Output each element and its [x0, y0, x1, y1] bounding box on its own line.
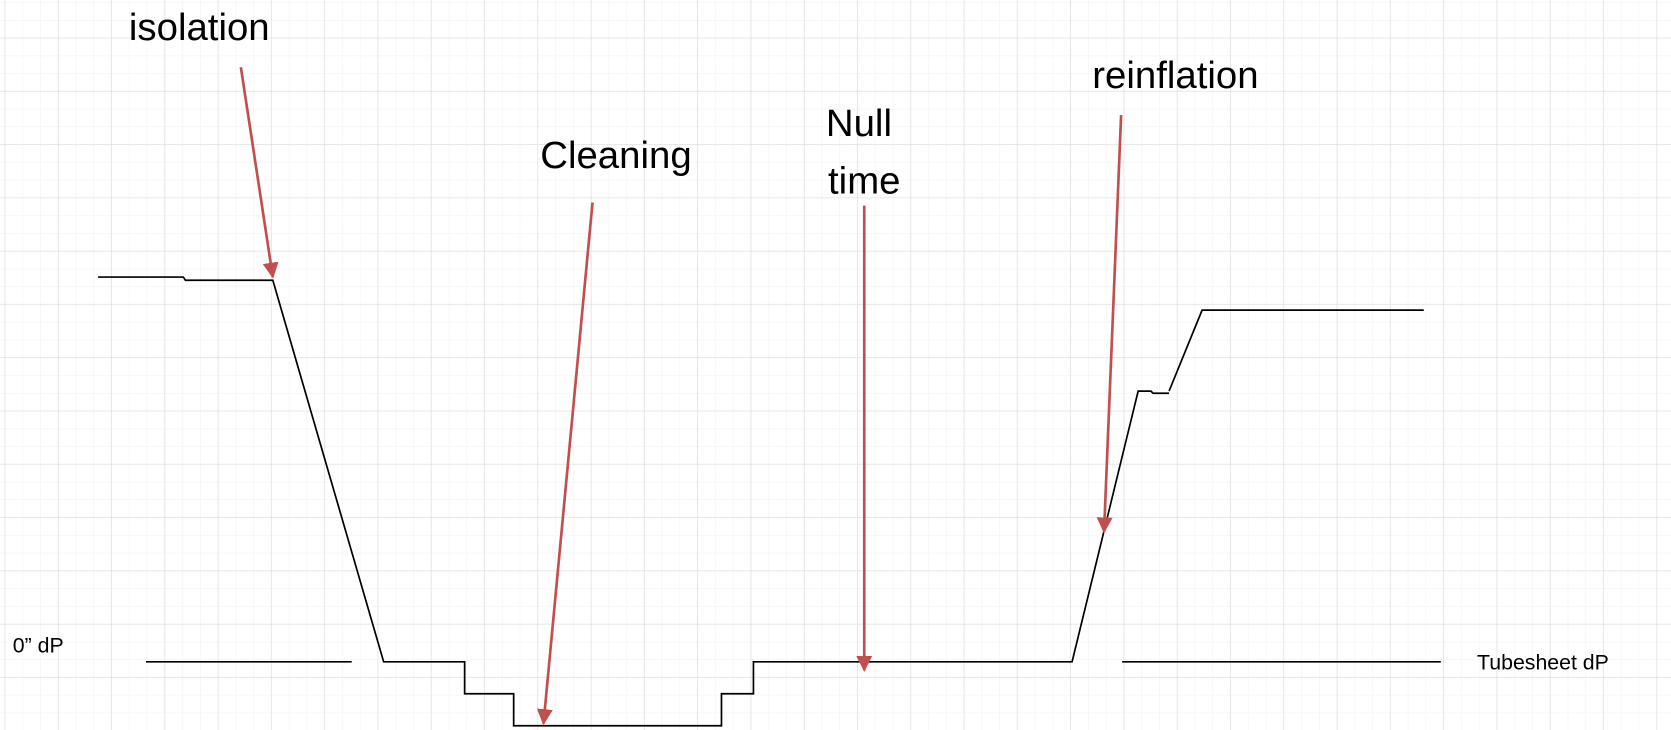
pressure-trace — [98, 276, 1170, 727]
arrow — [536, 202, 594, 726]
label: time — [828, 159, 900, 202]
label: Null — [826, 102, 892, 145]
label: 0” dP — [13, 634, 64, 658]
label: isolation — [129, 6, 270, 49]
arrow — [1096, 115, 1123, 534]
arrow — [239, 66, 279, 279]
pressure-trace — [1168, 309, 1424, 392]
label: Tubesheet dP — [1477, 651, 1609, 675]
label: reinflation — [1092, 54, 1258, 97]
label: Cleaning — [540, 134, 691, 177]
